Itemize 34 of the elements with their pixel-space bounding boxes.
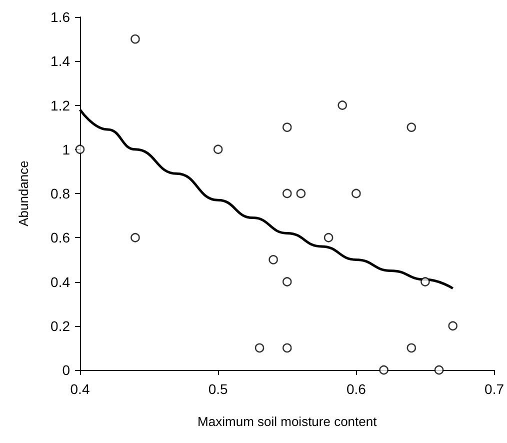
y-tick-label: 1.4	[50, 53, 70, 70]
point	[254, 343, 264, 353]
point	[282, 277, 292, 286]
point	[434, 365, 444, 375]
y-tick-label: 0.2	[50, 318, 70, 334]
point	[379, 365, 388, 375]
point	[282, 343, 292, 353]
point	[296, 188, 306, 198]
x-axis-title: Maximum soil moisture content	[198, 414, 378, 429]
point	[75, 144, 85, 154]
y-tick-label: 0.8	[50, 186, 70, 202]
point	[338, 100, 348, 110]
point	[420, 277, 430, 286]
point	[406, 343, 416, 353]
y-tick-label: 0.4	[50, 274, 70, 290]
point	[268, 255, 278, 264]
y-tick-label: 1.2	[50, 97, 70, 114]
point	[130, 34, 140, 44]
y-tick-label: 0	[62, 362, 70, 378]
y-tick-label: 0.6	[50, 230, 70, 246]
point	[130, 232, 140, 242]
point	[352, 188, 361, 198]
point	[406, 122, 416, 132]
x-tick-label: 0.5	[208, 381, 228, 397]
x-tick-label: 0.7	[484, 381, 504, 397]
x-tick-label: 0.6	[346, 381, 366, 397]
point	[324, 232, 334, 242]
y-tick-label: 1.6	[50, 9, 70, 25]
point	[282, 188, 292, 198]
y-tick-label: 1	[62, 141, 70, 158]
point	[448, 321, 458, 331]
point	[282, 122, 292, 132]
point	[213, 144, 223, 154]
y-axis-title: Abundance	[16, 160, 31, 226]
